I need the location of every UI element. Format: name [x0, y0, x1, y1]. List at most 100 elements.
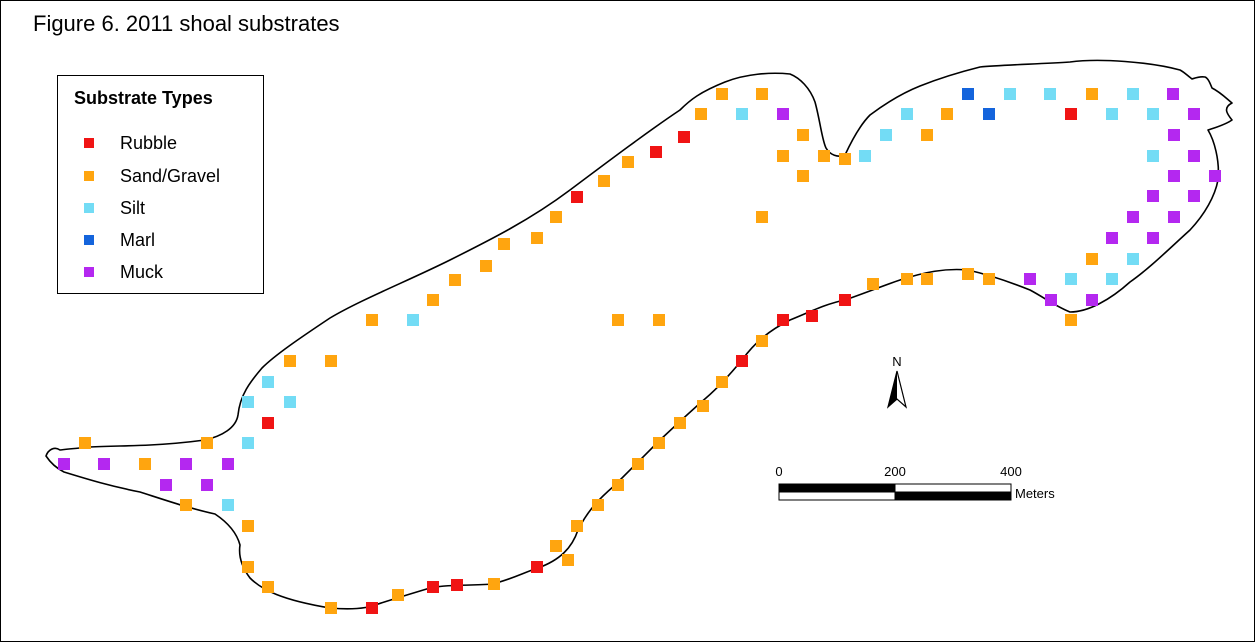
- sample-point-sand-gravel: [695, 108, 707, 120]
- sample-point-silt: [242, 396, 254, 408]
- sample-point-muck: [201, 479, 213, 491]
- sample-point-silt: [1044, 88, 1056, 100]
- sample-point-sand-gravel: [550, 540, 562, 552]
- north-arrow-label: N: [892, 354, 901, 369]
- sample-point-muck: [1168, 129, 1180, 141]
- scale-tick-0: 0: [775, 464, 782, 479]
- sample-point-silt: [222, 499, 234, 511]
- sample-point-silt: [242, 437, 254, 449]
- sample-point-silt: [736, 108, 748, 120]
- sample-point-sand-gravel: [632, 458, 644, 470]
- legend-item-muck: Muck: [84, 261, 163, 283]
- legend-label-marl: Marl: [120, 229, 155, 250]
- sample-point-rubble: [736, 355, 748, 367]
- sample-point-sand-gravel: [531, 232, 543, 244]
- sample-point-muck: [1147, 232, 1159, 244]
- sample-point-sand-gravel: [498, 238, 510, 250]
- sample-point-muck: [1147, 190, 1159, 202]
- legend-swatch-silt: [84, 203, 94, 213]
- sample-point-sand-gravel: [901, 273, 913, 285]
- legend-item-sand-gravel: Sand/Gravel: [84, 165, 220, 187]
- sample-point-sand-gravel: [562, 554, 574, 566]
- sample-point-muck: [777, 108, 789, 120]
- legend-swatch-marl: [84, 235, 94, 245]
- sample-point-muck: [98, 458, 110, 470]
- sample-point-muck: [1024, 273, 1036, 285]
- scale-tick-200: 200: [884, 464, 906, 479]
- sample-point-sand-gravel: [571, 520, 583, 532]
- sample-point-muck: [222, 458, 234, 470]
- sample-point-rubble: [262, 417, 274, 429]
- sample-point-muck: [1167, 88, 1179, 100]
- figure-title: Figure 6. 2011 shoal substrates: [33, 11, 340, 36]
- sample-point-rubble: [806, 310, 818, 322]
- sample-point-silt: [1004, 88, 1016, 100]
- sample-point-silt: [284, 396, 296, 408]
- sample-point-sand-gravel: [592, 499, 604, 511]
- sample-point-silt: [262, 376, 274, 388]
- sample-point-rubble: [678, 131, 690, 143]
- sample-point-silt: [1147, 150, 1159, 162]
- sample-point-sand-gravel: [139, 458, 151, 470]
- sample-point-sand-gravel: [449, 274, 461, 286]
- sample-point-silt: [1147, 108, 1159, 120]
- sample-point-muck: [58, 458, 70, 470]
- sample-point-muck: [160, 479, 172, 491]
- sample-point-sand-gravel: [242, 520, 254, 532]
- lake-shoreline: [45, 59, 1233, 610]
- sample-point-sand-gravel: [839, 153, 851, 165]
- legend-box: Substrate Types Rubble Sand/Gravel Silt …: [57, 75, 264, 294]
- legend-label-muck: Muck: [120, 261, 164, 282]
- sample-point-sand-gravel: [716, 376, 728, 388]
- sample-point-sand-gravel: [392, 589, 404, 601]
- sample-point-sand-gravel: [201, 437, 213, 449]
- sample-point-muck: [1127, 211, 1139, 223]
- legend-item-silt: Silt: [84, 197, 145, 219]
- legend-label-rubble: Rubble: [120, 132, 178, 153]
- sample-point-sand-gravel: [1065, 314, 1077, 326]
- sample-point-muck: [1086, 294, 1098, 306]
- sample-point-sand-gravel: [180, 499, 192, 511]
- legend-label-sand-gravel: Sand/Gravel: [120, 165, 221, 186]
- legend-swatch-muck: [84, 267, 94, 277]
- sample-point-sand-gravel: [598, 175, 610, 187]
- legend-swatch-sand-gravel: [84, 171, 94, 181]
- scale-bar: 0 200 400 Meters: [775, 464, 1055, 501]
- legend-title: Substrate Types: [74, 88, 213, 108]
- sample-point-rubble: [451, 579, 463, 591]
- sample-point-sand-gravel: [697, 400, 709, 412]
- sample-point-sand-gravel: [941, 108, 953, 120]
- sample-point-silt: [880, 129, 892, 141]
- scale-tick-400: 400: [1000, 464, 1022, 479]
- sample-point-sand-gravel: [674, 417, 686, 429]
- sample-point-sand-gravel: [480, 260, 492, 272]
- sample-point-sand-gravel: [366, 314, 378, 326]
- sample-point-sand-gravel: [921, 273, 933, 285]
- sample-point-sand-gravel: [653, 437, 665, 449]
- sample-point-sand-gravel: [983, 273, 995, 285]
- sample-point-sand-gravel: [756, 335, 768, 347]
- sample-point-sand-gravel: [818, 150, 830, 162]
- sample-point-sand-gravel: [756, 88, 768, 100]
- sample-point-silt: [1106, 273, 1118, 285]
- legend-item-rubble: Rubble: [84, 132, 177, 154]
- sample-point-sand-gravel: [79, 437, 91, 449]
- sample-point-muck: [1045, 294, 1057, 306]
- sample-point-silt: [407, 314, 419, 326]
- sample-point-silt: [1106, 108, 1118, 120]
- sample-point-sand-gravel: [612, 314, 624, 326]
- sample-point-sand-gravel: [262, 581, 274, 593]
- sample-point-sand-gravel: [797, 170, 809, 182]
- sample-point-sand-gravel: [612, 479, 624, 491]
- sample-point-sand-gravel: [921, 129, 933, 141]
- sample-point-rubble: [839, 294, 851, 306]
- sample-point-muck: [1188, 108, 1200, 120]
- sample-point-silt: [1127, 88, 1139, 100]
- sample-point-sand-gravel: [284, 355, 296, 367]
- sample-point-muck: [1168, 170, 1180, 182]
- sample-point-silt: [1127, 253, 1139, 265]
- sample-point-silt: [1065, 273, 1077, 285]
- sample-point-sand-gravel: [488, 578, 500, 590]
- sample-point-sand-gravel: [550, 211, 562, 223]
